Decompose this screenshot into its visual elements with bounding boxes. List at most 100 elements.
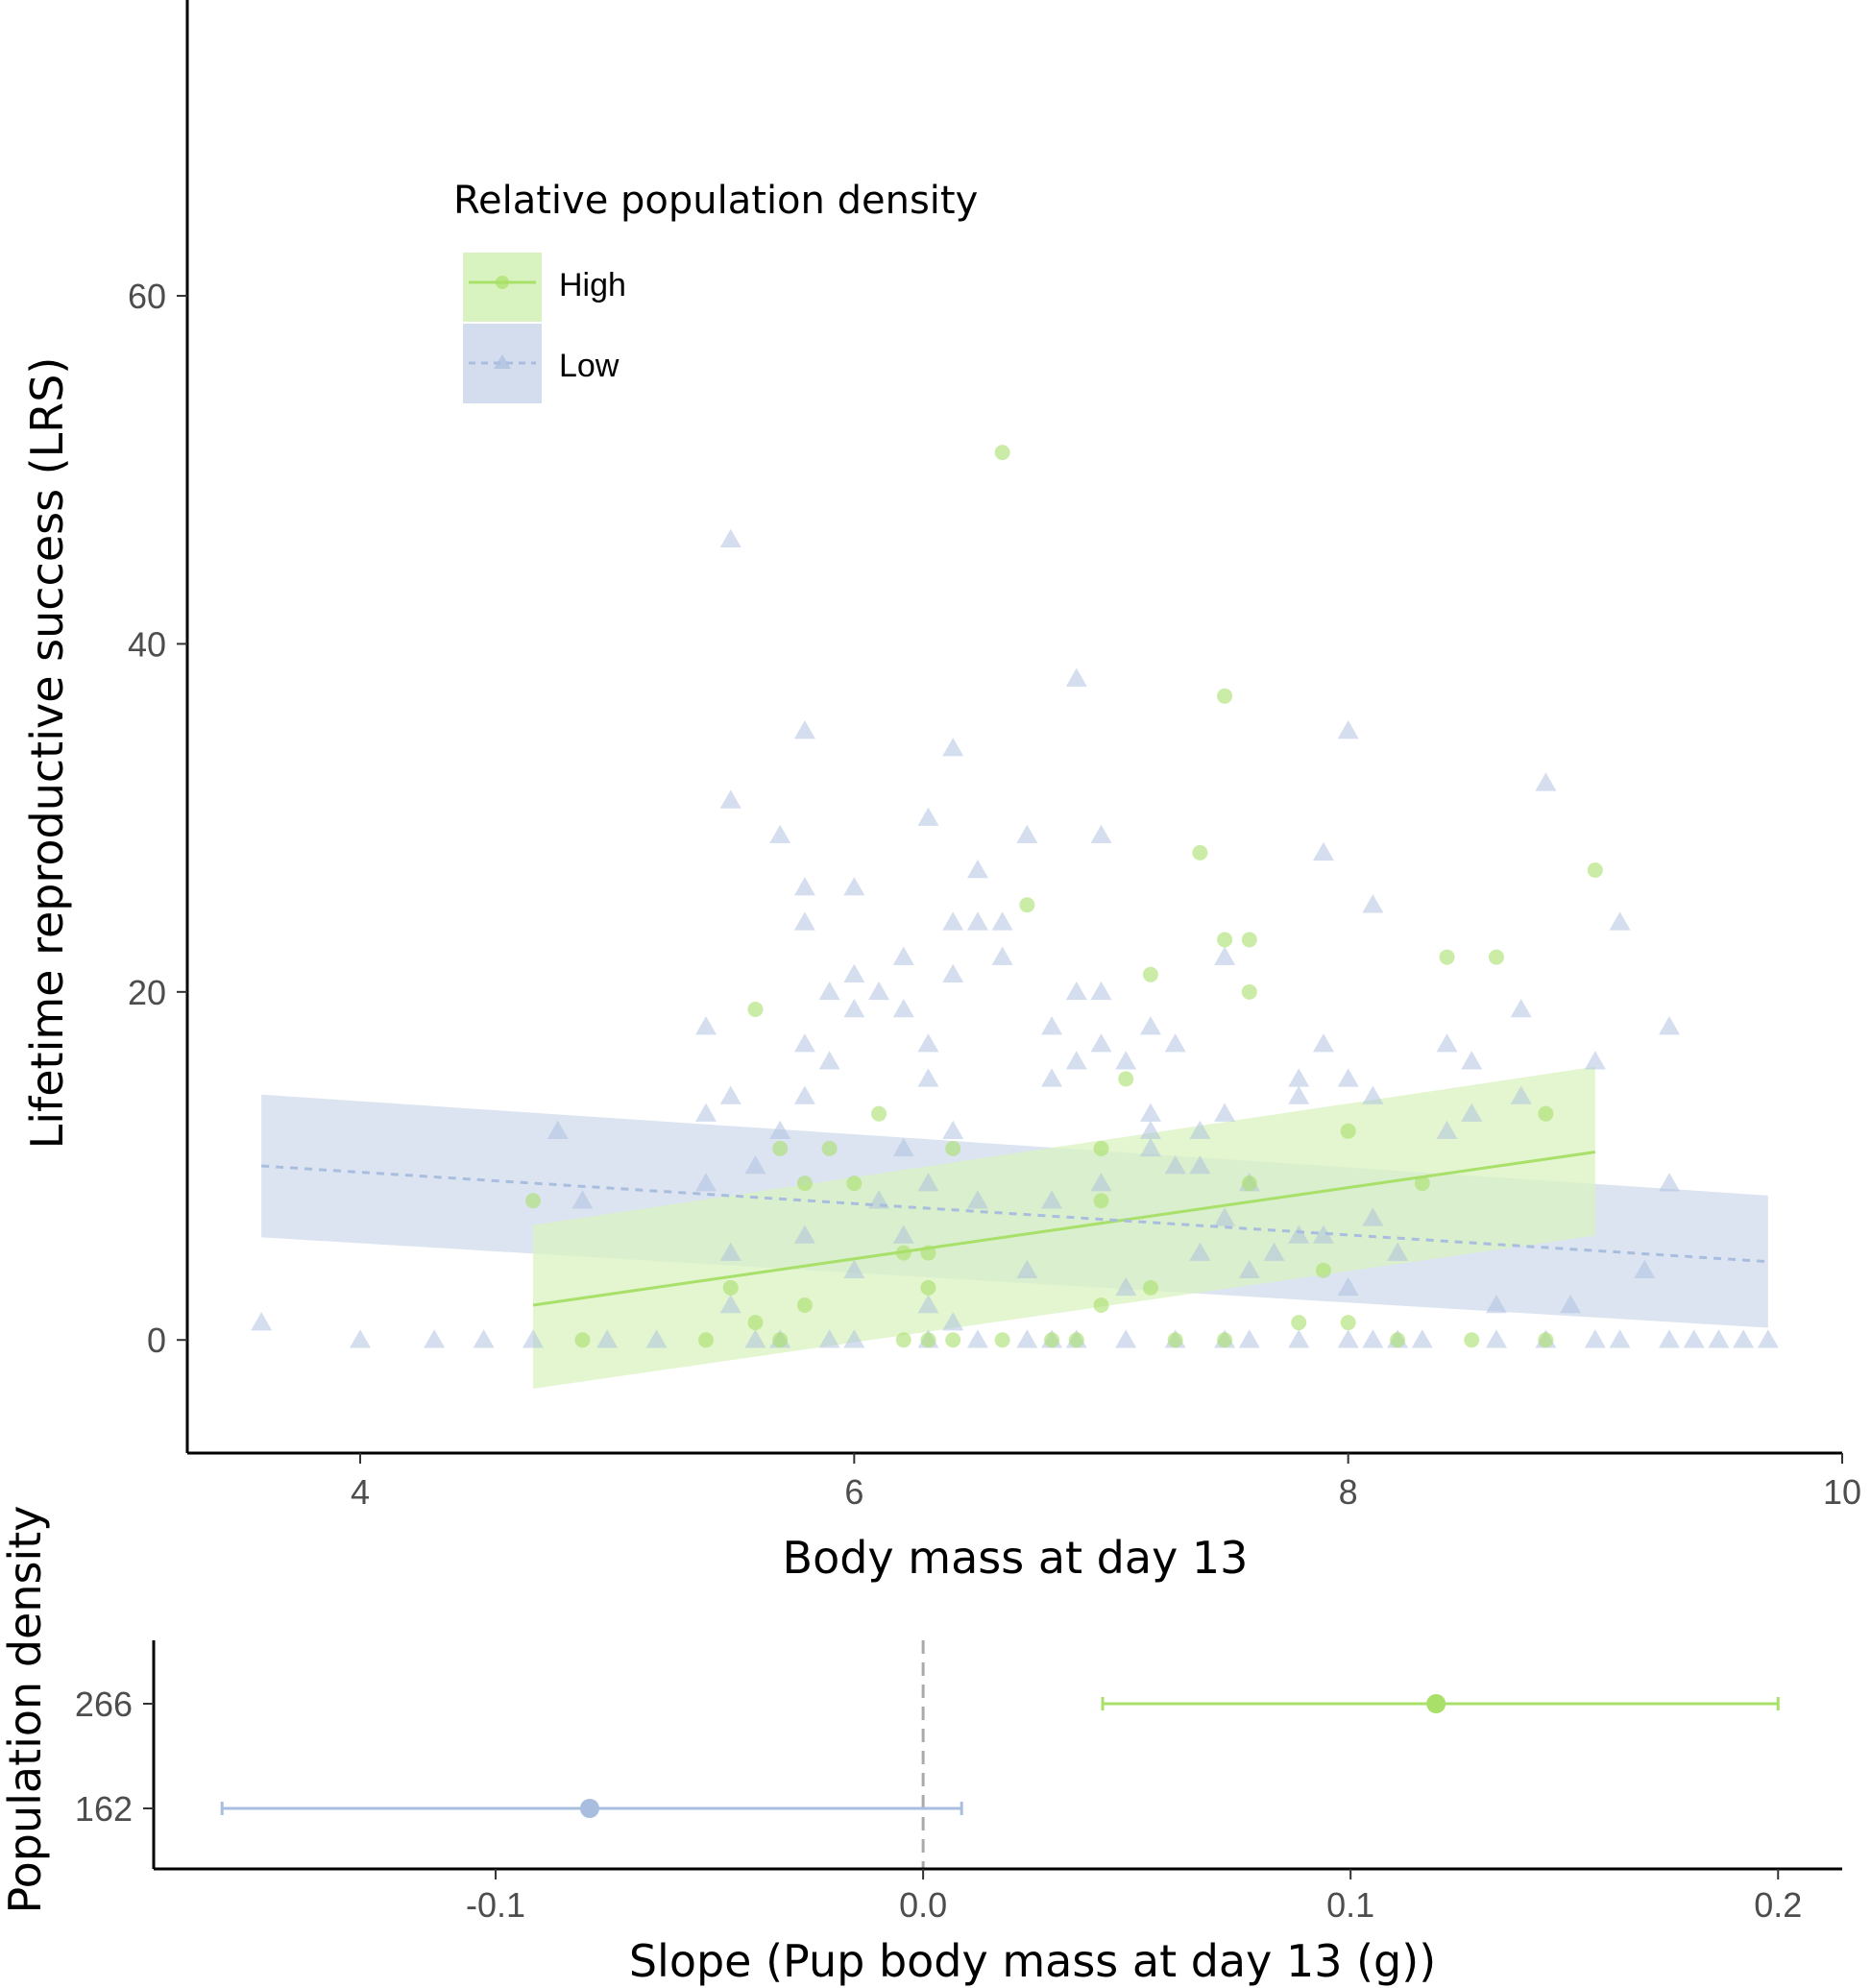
point-high bbox=[1291, 1315, 1307, 1331]
point-low bbox=[1510, 1085, 1532, 1104]
point-low bbox=[818, 1329, 840, 1348]
point-high bbox=[1340, 1123, 1356, 1139]
point-low bbox=[892, 946, 914, 965]
legend-key-low-marker bbox=[494, 354, 511, 369]
point-low bbox=[719, 1242, 741, 1261]
point-low bbox=[793, 877, 815, 896]
point-high bbox=[1167, 1332, 1183, 1348]
point-low bbox=[1362, 1329, 1384, 1348]
point-low bbox=[1214, 1103, 1236, 1122]
point-high bbox=[1217, 1332, 1233, 1348]
point-high bbox=[1142, 1279, 1158, 1296]
point-high bbox=[1241, 983, 1257, 1000]
point-high bbox=[871, 1105, 887, 1122]
point-low bbox=[1288, 1068, 1310, 1087]
point-low bbox=[1115, 1051, 1137, 1070]
legend: Relative population density High Low bbox=[453, 179, 978, 403]
point-high bbox=[1068, 1332, 1084, 1348]
point-low bbox=[1560, 1294, 1582, 1314]
point-low bbox=[1362, 894, 1384, 913]
point-low bbox=[1041, 1190, 1063, 1209]
point-high bbox=[920, 1332, 936, 1348]
legend-key-high-marker bbox=[496, 276, 509, 289]
bottom-x-ticks: -0.1 0.0 0.1 0.2 bbox=[466, 1869, 1802, 1925]
point-low bbox=[695, 1016, 717, 1035]
fit-lines bbox=[261, 1151, 1768, 1307]
point-low bbox=[1139, 1120, 1161, 1140]
point-high bbox=[1093, 1193, 1109, 1209]
point-low bbox=[917, 1294, 939, 1314]
point-low bbox=[1288, 1085, 1310, 1104]
point-low bbox=[892, 998, 914, 1018]
point-high bbox=[772, 1332, 789, 1348]
point-low bbox=[1090, 1173, 1112, 1192]
point-low bbox=[473, 1329, 495, 1348]
y-tick-label: 0 bbox=[147, 1321, 166, 1360]
point-low bbox=[917, 1033, 939, 1053]
estimate-point-266 bbox=[1426, 1694, 1446, 1713]
point-low bbox=[793, 911, 815, 931]
point-low bbox=[793, 1033, 815, 1053]
point-low bbox=[1485, 1329, 1507, 1348]
point-high bbox=[1241, 1176, 1257, 1192]
point-low bbox=[843, 1329, 865, 1348]
point-low bbox=[868, 981, 890, 1001]
point-low bbox=[966, 911, 988, 931]
point-low bbox=[1139, 1016, 1161, 1035]
scatter-points bbox=[251, 445, 1779, 1348]
point-low bbox=[251, 1312, 273, 1331]
fit-line-high bbox=[532, 1151, 1596, 1307]
legend-label-low: Low bbox=[559, 348, 620, 384]
point-high bbox=[1093, 1140, 1109, 1156]
point-low bbox=[744, 1155, 766, 1175]
point-high bbox=[1538, 1332, 1554, 1348]
point-low bbox=[966, 1190, 988, 1209]
point-low bbox=[843, 998, 865, 1018]
point-low bbox=[350, 1329, 372, 1348]
point-high bbox=[846, 1176, 863, 1192]
point-low bbox=[1238, 1259, 1260, 1278]
point-low bbox=[793, 1085, 815, 1104]
point-low bbox=[942, 738, 964, 757]
point-high bbox=[1538, 1105, 1554, 1122]
point-low bbox=[744, 1329, 766, 1348]
point-high bbox=[698, 1332, 715, 1348]
point-high bbox=[1315, 1262, 1331, 1278]
bottom-x-tick-label: -0.1 bbox=[466, 1885, 525, 1925]
point-low bbox=[547, 1120, 569, 1140]
point-low bbox=[695, 1103, 717, 1122]
lrs-scatter-panel: 4 6 8 10 0 20 40 60 Body mass at day 13 Lifeti… bbox=[21, 0, 1861, 1584]
point-low bbox=[1214, 1207, 1236, 1226]
point-high bbox=[722, 1279, 739, 1296]
x-tick-label: 6 bbox=[844, 1472, 863, 1512]
point-low bbox=[1164, 1155, 1186, 1175]
point-low bbox=[1658, 1329, 1680, 1348]
y-ticks: 0 20 40 60 bbox=[128, 277, 187, 1360]
y-tick-label: 20 bbox=[128, 973, 166, 1012]
point-low bbox=[1609, 911, 1631, 931]
point-high bbox=[1464, 1332, 1480, 1348]
point-low bbox=[1016, 1329, 1038, 1348]
x-tick-label: 4 bbox=[351, 1472, 370, 1512]
point-high bbox=[920, 1279, 936, 1296]
point-low bbox=[1337, 720, 1359, 739]
point-high bbox=[1217, 932, 1233, 948]
bottom-x-tick-label: 0.1 bbox=[1326, 1885, 1374, 1925]
point-high bbox=[1044, 1332, 1060, 1348]
point-low bbox=[818, 1051, 840, 1070]
point-high bbox=[1118, 1071, 1134, 1087]
point-low bbox=[1214, 946, 1236, 965]
point-low bbox=[966, 859, 988, 879]
point-low bbox=[1115, 1276, 1137, 1297]
y-tick-label: 60 bbox=[128, 277, 166, 316]
point-low bbox=[942, 911, 964, 931]
point-low bbox=[793, 1224, 815, 1244]
point-low bbox=[892, 1137, 914, 1157]
point-low bbox=[1584, 1329, 1606, 1348]
point-low bbox=[1164, 1033, 1186, 1053]
point-high bbox=[994, 445, 1010, 461]
point-low bbox=[966, 1329, 988, 1348]
point-low bbox=[1090, 824, 1112, 843]
point-low bbox=[522, 1329, 545, 1348]
